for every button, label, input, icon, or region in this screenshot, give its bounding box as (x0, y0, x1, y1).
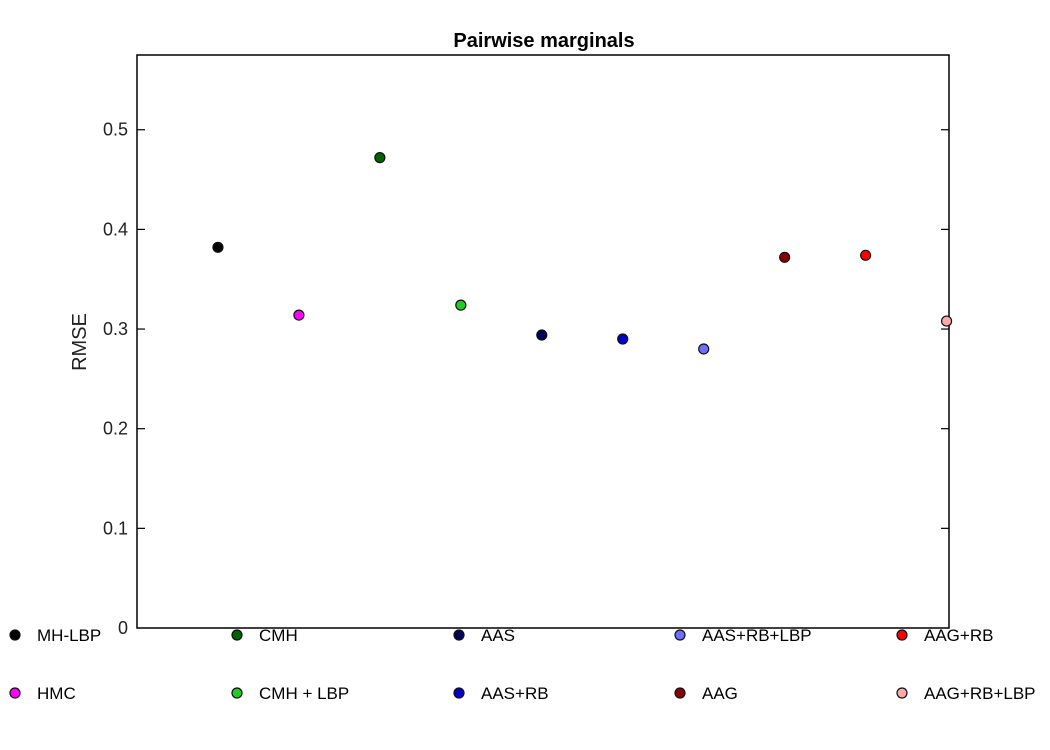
chart-title: Pairwise marginals (453, 30, 634, 52)
data-point-aag-rb-lbp (940, 315, 953, 327)
data-point-cmh (374, 152, 386, 164)
legend-label: CMH (259, 626, 298, 645)
data-points (212, 152, 953, 355)
data-point-aag (779, 251, 791, 263)
y-axis: 0 0.1 0.2 0.3 0.4 0.5 (103, 120, 949, 638)
legend-label: AAS+RB (481, 684, 549, 703)
legend-label: AAG (702, 684, 738, 703)
legend-marker (896, 687, 908, 699)
legend-marker (231, 629, 243, 641)
data-point-aas (536, 329, 548, 341)
plot-frame (136, 54, 950, 629)
legend-marker (231, 687, 243, 699)
y-tick-label: 0.5 (103, 120, 128, 140)
legend-label: AAS+RB+LBP (702, 626, 812, 645)
legend-marker (9, 629, 21, 641)
legend: MH-LBP HMC CMH CMH + LBP AAS AAS+RB AAS+RB+LBP… (9, 626, 1036, 703)
legend-marker (674, 687, 686, 699)
legend-marker (453, 629, 465, 641)
legend-label: AAG+RB (924, 626, 993, 645)
data-point-aas-rb (617, 333, 629, 345)
legend-label: MH-LBP (37, 626, 101, 645)
y-tick-label: 0 (118, 618, 128, 638)
data-point-hmc (293, 309, 305, 321)
data-point-mh-lbp (212, 241, 224, 253)
legend-label: CMH + LBP (259, 684, 349, 703)
y-axis-label: RMSE (69, 313, 91, 371)
y-tick-label: 0.4 (103, 219, 128, 239)
legend-label: AAS (481, 626, 515, 645)
data-point-cmh-lbp (455, 299, 467, 311)
legend-marker (896, 629, 908, 641)
y-tick-label: 0.2 (103, 419, 128, 439)
legend-label: HMC (37, 684, 76, 703)
y-tick-label: 0.1 (103, 518, 128, 538)
data-point-aas-rb-lbp (698, 343, 710, 355)
data-point-aag-rb (860, 249, 872, 261)
legend-marker (9, 687, 21, 699)
legend-marker (674, 629, 686, 641)
y-tick-label: 0.3 (103, 319, 128, 339)
legend-marker (453, 687, 465, 699)
legend-label: AAG+RB+LBP (924, 684, 1036, 703)
